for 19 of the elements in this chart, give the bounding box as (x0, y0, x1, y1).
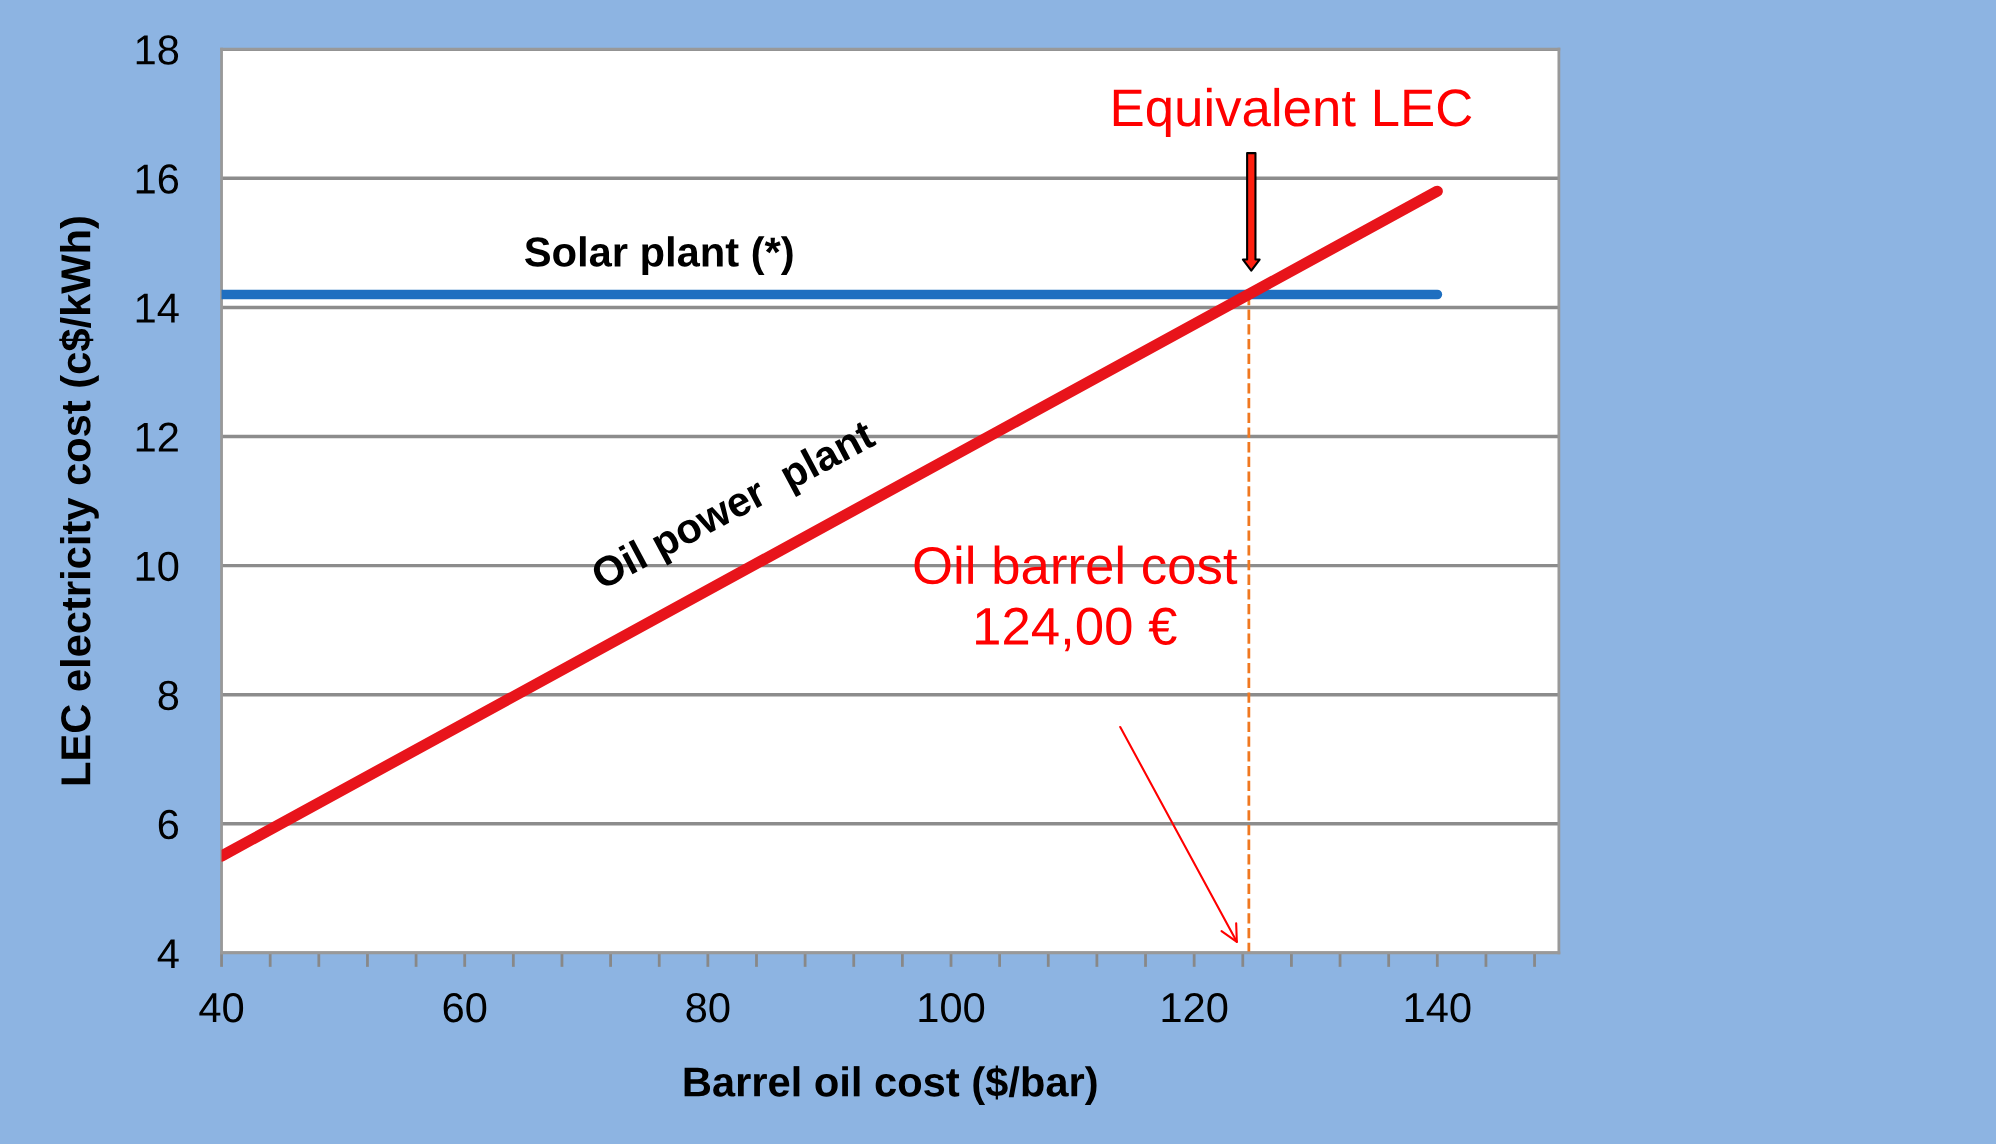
y-tick-label: 18 (136, 35, 179, 65)
x-tick-label: 40 (199, 992, 244, 1023)
x-tick-label: 120 (1162, 992, 1228, 1023)
series-label: Solar plant (*) (525, 236, 793, 276)
y-tick-label: 10 (136, 551, 179, 582)
x-tick-label: 60 (443, 992, 487, 1023)
y-tick-label: 4 (157, 939, 179, 969)
y-tick-label: 12 (136, 422, 178, 452)
y-tick-label: 14 (136, 293, 179, 323)
x-tick-label: 100 (919, 992, 985, 1023)
y-tick-label: 16 (136, 164, 179, 194)
x-tick-label: 80 (686, 992, 730, 1023)
annotation: Equivalent LEC (1113, 87, 1472, 138)
x-axis-title: Barrel oil cost ($/bar) (684, 1065, 1097, 1105)
x-tick-label: 140 (1405, 992, 1471, 1023)
y-tick-label: 8 (158, 680, 179, 711)
y-axis-title: LEC electricity cost (c$/kWh) (59, 217, 99, 785)
annotation: Oil barrel cost 124,00 € (914, 545, 1238, 652)
y-tick-label: 6 (158, 809, 179, 840)
